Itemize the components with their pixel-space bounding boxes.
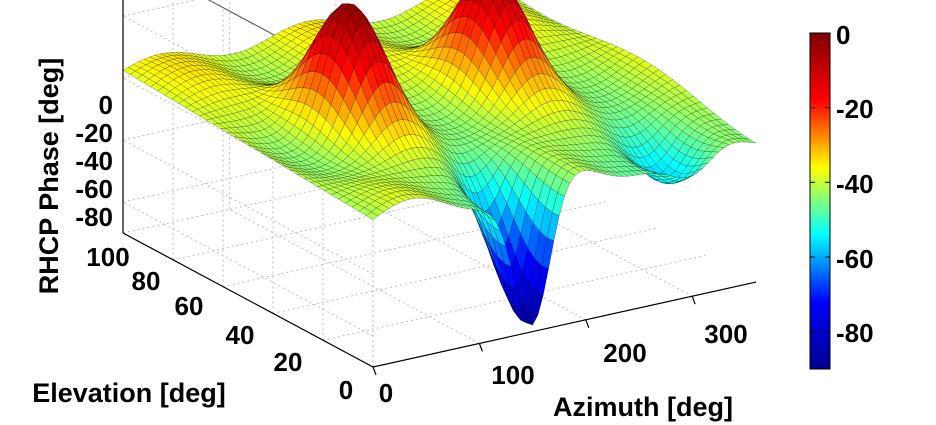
x-tick-label: 200 xyxy=(603,338,646,368)
x-tick-label: 100 xyxy=(491,360,534,390)
y-tick-label: 100 xyxy=(86,242,129,272)
surface-cell xyxy=(466,0,474,2)
colorbar-tick-label: -40 xyxy=(836,169,874,199)
z-axis-label: RHCP Phase [deg] xyxy=(34,58,64,295)
y-tick-label: 80 xyxy=(132,266,161,296)
colorbar-ticks xyxy=(810,32,830,333)
y-tick-label: 20 xyxy=(274,347,303,377)
colorbar-tick-label: -80 xyxy=(836,318,874,348)
colorbar: 0 -20 -40 -60 -80 xyxy=(809,20,874,370)
surface-cell xyxy=(459,0,468,7)
z-tick-label: -40 xyxy=(75,146,113,176)
y-tick-label: 60 xyxy=(175,291,204,321)
z-tick-label: -80 xyxy=(75,202,113,232)
z-tick-label: -60 xyxy=(75,174,113,204)
phase-surface xyxy=(122,0,757,326)
y-tick-label: 40 xyxy=(226,320,255,350)
surface-cell xyxy=(473,0,483,6)
x-tick-label: 300 xyxy=(704,319,747,349)
z-tick-label: 0 xyxy=(99,90,113,120)
colorbar-tick-label: -20 xyxy=(836,94,874,124)
colorbar-tick-label: 0 xyxy=(836,20,850,50)
z-axis-ticks: 0 -20 -40 -60 -80 xyxy=(75,90,113,232)
axes-box xyxy=(122,0,757,376)
x-axis-ticks: 0 100 200 300 xyxy=(379,319,748,408)
x-axis-label: Azimuth [deg] xyxy=(553,392,733,422)
x-tick-label: 0 xyxy=(379,378,393,408)
colorbar-ramp xyxy=(809,32,831,370)
z-tick-label: -20 xyxy=(75,118,113,148)
surface-cell xyxy=(457,0,461,4)
y-axis-ticks: 0 20 40 60 80 100 xyxy=(86,242,353,405)
y-axis-label: Elevation [deg] xyxy=(32,378,226,408)
y-tick-label: 0 xyxy=(339,375,353,405)
surface-cell xyxy=(743,138,757,144)
colorbar-tick-label: -60 xyxy=(836,244,874,274)
